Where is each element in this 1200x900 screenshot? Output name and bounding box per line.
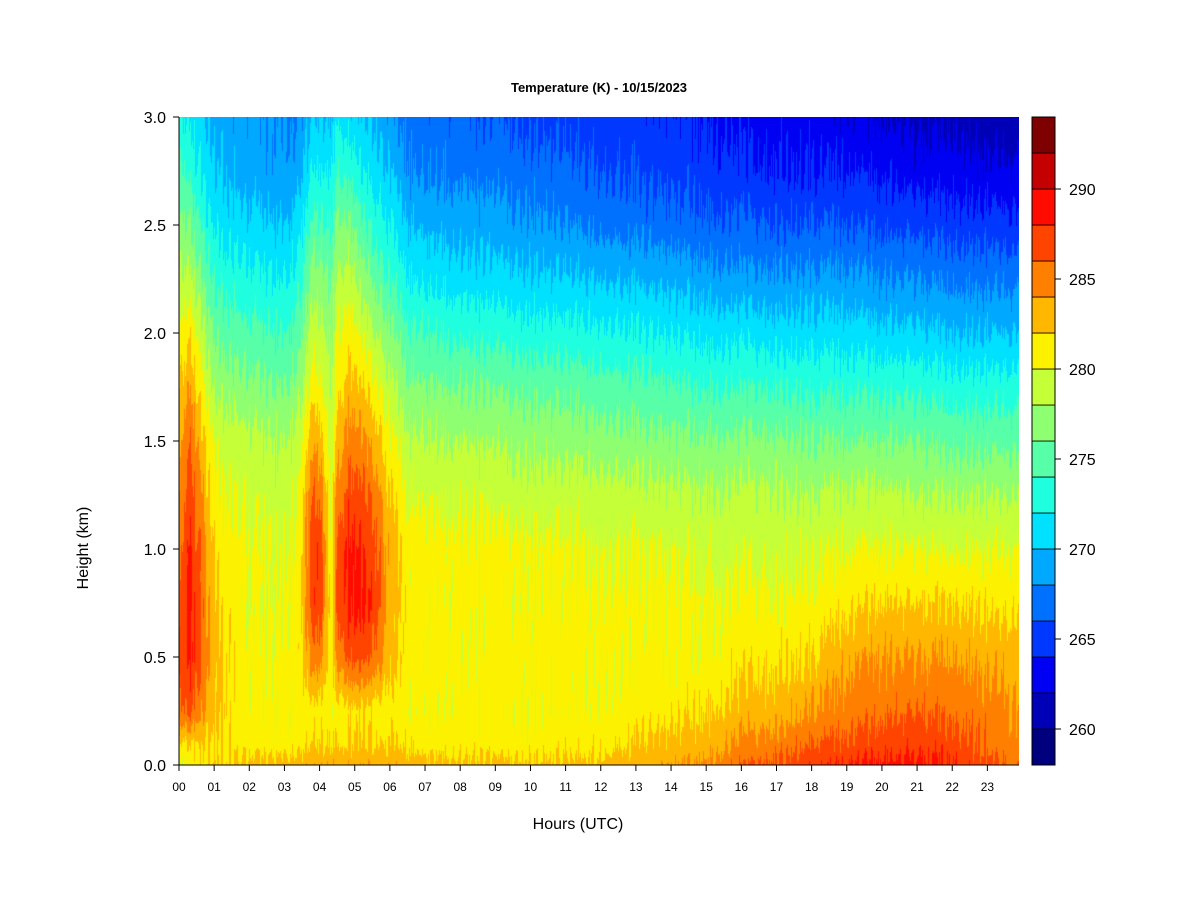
heatmap-image (179, 117, 1019, 765)
x-tick-label: 18 (805, 780, 819, 794)
colorbar-tick-label: 285 (1069, 272, 1096, 289)
x-tick-label: 16 (735, 780, 749, 794)
x-tick-label: 05 (348, 780, 362, 794)
colorbar: 260 265 270 275 280 285 290 (1031, 116, 1096, 766)
x-tick-label: 11 (559, 780, 572, 794)
x-tick-label: 14 (664, 780, 678, 794)
x-tick-label: 03 (278, 780, 292, 794)
y-axis: 0.0 0.5 1.0 1.5 2.0 2.5 3.0 (144, 110, 180, 775)
x-tick-label: 21 (910, 780, 924, 794)
colorbar-tick-label: 265 (1069, 632, 1096, 649)
x-tick-label: 20 (875, 780, 889, 794)
x-tick-label: 12 (594, 780, 608, 794)
colorbar-swatch (1031, 548, 1056, 586)
colorbar-swatch (1031, 332, 1056, 370)
x-tick-label: 06 (383, 780, 397, 794)
x-tick-label: 15 (700, 780, 714, 794)
colorbar-swatch (1031, 620, 1056, 658)
colorbar-swatch (1031, 116, 1056, 154)
colorbar-tick-label: 260 (1069, 722, 1096, 739)
colorbar-swatch (1031, 224, 1056, 262)
x-tick-label: 22 (946, 780, 960, 794)
heatmap-area (179, 117, 1019, 765)
x-tick-label: 02 (243, 780, 257, 794)
colorbar-swatch (1031, 584, 1056, 622)
y-tick-label: 0.0 (144, 758, 166, 775)
y-axis-label: Height (km) (75, 507, 92, 590)
y-tick-label: 2.0 (144, 326, 166, 343)
x-axis: 00 01 02 03 04 05 06 07 08 09 10 11 12 13 14 15 16 17 18 19… (172, 764, 1019, 794)
y-tick-label: 2.5 (144, 218, 166, 235)
colorbar-swatch (1031, 692, 1056, 730)
chart-title: Temperature (K) - 10/15/2023 (511, 80, 687, 95)
colorbar-tick-label: 280 (1069, 362, 1096, 379)
x-tick-label: 09 (489, 780, 503, 794)
x-tick-label: 17 (770, 780, 784, 794)
y-tick-label: 0.5 (144, 650, 166, 667)
colorbar-swatch (1031, 404, 1056, 442)
x-tick-label: 04 (313, 780, 327, 794)
y-tick-label: 1.5 (144, 434, 166, 451)
x-tick-label: 23 (981, 780, 995, 794)
colorbar-swatch (1031, 188, 1056, 226)
x-tick-label: 08 (453, 780, 467, 794)
x-tick-label: 07 (418, 780, 432, 794)
colorbar-swatch (1031, 152, 1056, 190)
colorbar-swatch (1031, 440, 1056, 478)
colorbar-tick-label: 290 (1069, 182, 1096, 199)
colorbar-swatch (1031, 476, 1056, 514)
colorbar-swatch (1031, 296, 1056, 334)
x-axis-label: Hours (UTC) (533, 816, 624, 833)
colorbar-tick-label: 275 (1069, 452, 1096, 469)
colorbar-swatch (1031, 656, 1056, 694)
colorbar-swatch (1031, 260, 1056, 298)
x-tick-label: 10 (524, 780, 538, 794)
y-tick-label: 1.0 (144, 542, 166, 559)
x-tick-label: 19 (840, 780, 854, 794)
x-tick-label: 13 (629, 780, 643, 794)
colorbar-frame (1031, 116, 1056, 766)
colorbar-swatch (1031, 728, 1056, 766)
colorbar-tick-label: 270 (1069, 542, 1096, 559)
x-tick-label: 00 (172, 780, 186, 794)
colorbar-swatch (1031, 512, 1056, 550)
x-tick-label: 01 (207, 780, 221, 794)
y-tick-label: 3.0 (144, 110, 166, 127)
colorbar-swatch (1031, 368, 1056, 406)
